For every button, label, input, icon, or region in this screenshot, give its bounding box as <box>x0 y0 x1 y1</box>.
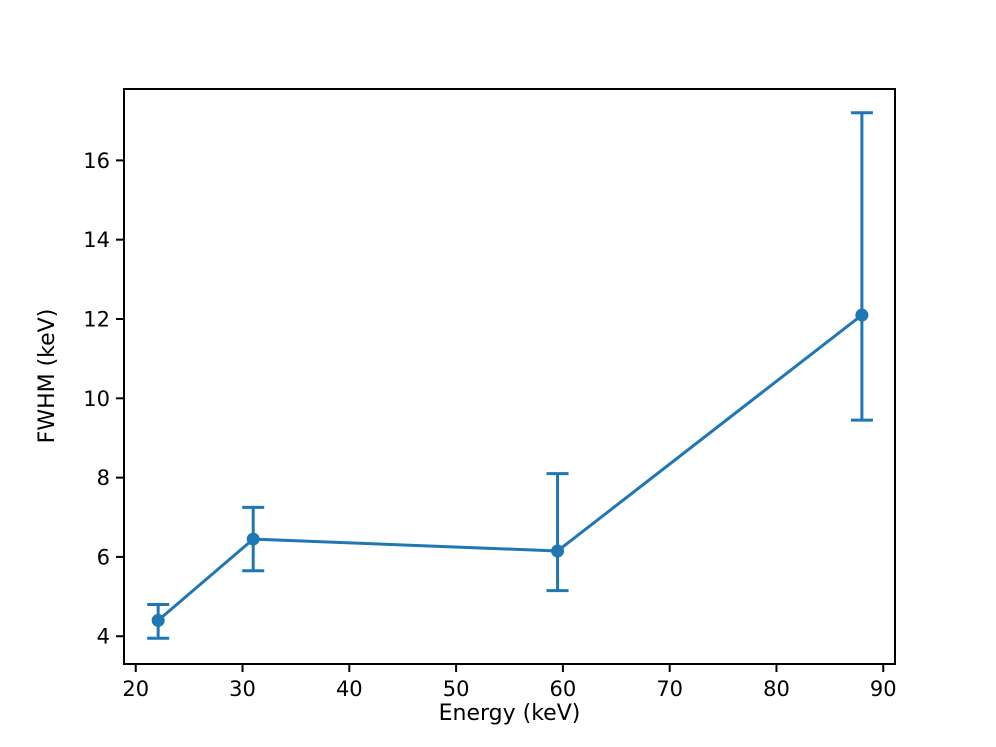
plot-border <box>123 88 896 665</box>
data-point-marker <box>151 613 165 627</box>
x-tick-label: 30 <box>229 677 256 701</box>
x-tick-label: 40 <box>336 677 363 701</box>
x-axis-title: Energy (keV) <box>438 701 581 726</box>
x-tick-label: 90 <box>870 677 897 701</box>
y-axis-title: FWHM (keV) <box>35 308 60 444</box>
data-point-marker <box>246 532 260 546</box>
x-tick-label: 20 <box>122 677 149 701</box>
y-tick-label: 4 <box>97 625 110 649</box>
data-points <box>151 308 869 627</box>
x-tick-label: 80 <box>763 677 790 701</box>
y-tick-label: 12 <box>83 308 110 332</box>
data-line <box>156 313 864 622</box>
axis-ticks <box>116 159 885 672</box>
x-tick-label: 70 <box>656 677 683 701</box>
error-bars <box>147 111 873 640</box>
x-tick-label: 60 <box>550 677 577 701</box>
tick-labels: 20 30 40 50 60 70 80 90 4 6 8 10 12 14 16 <box>83 149 896 701</box>
y-tick-label: 8 <box>97 466 110 490</box>
data-point-marker <box>551 544 565 558</box>
y-tick-label: 16 <box>83 149 110 173</box>
y-tick-label: 10 <box>83 387 110 411</box>
data-point-marker <box>855 308 869 322</box>
x-tick-label: 50 <box>443 677 470 701</box>
y-tick-label: 14 <box>83 228 110 252</box>
y-tick-label: 6 <box>97 545 110 569</box>
